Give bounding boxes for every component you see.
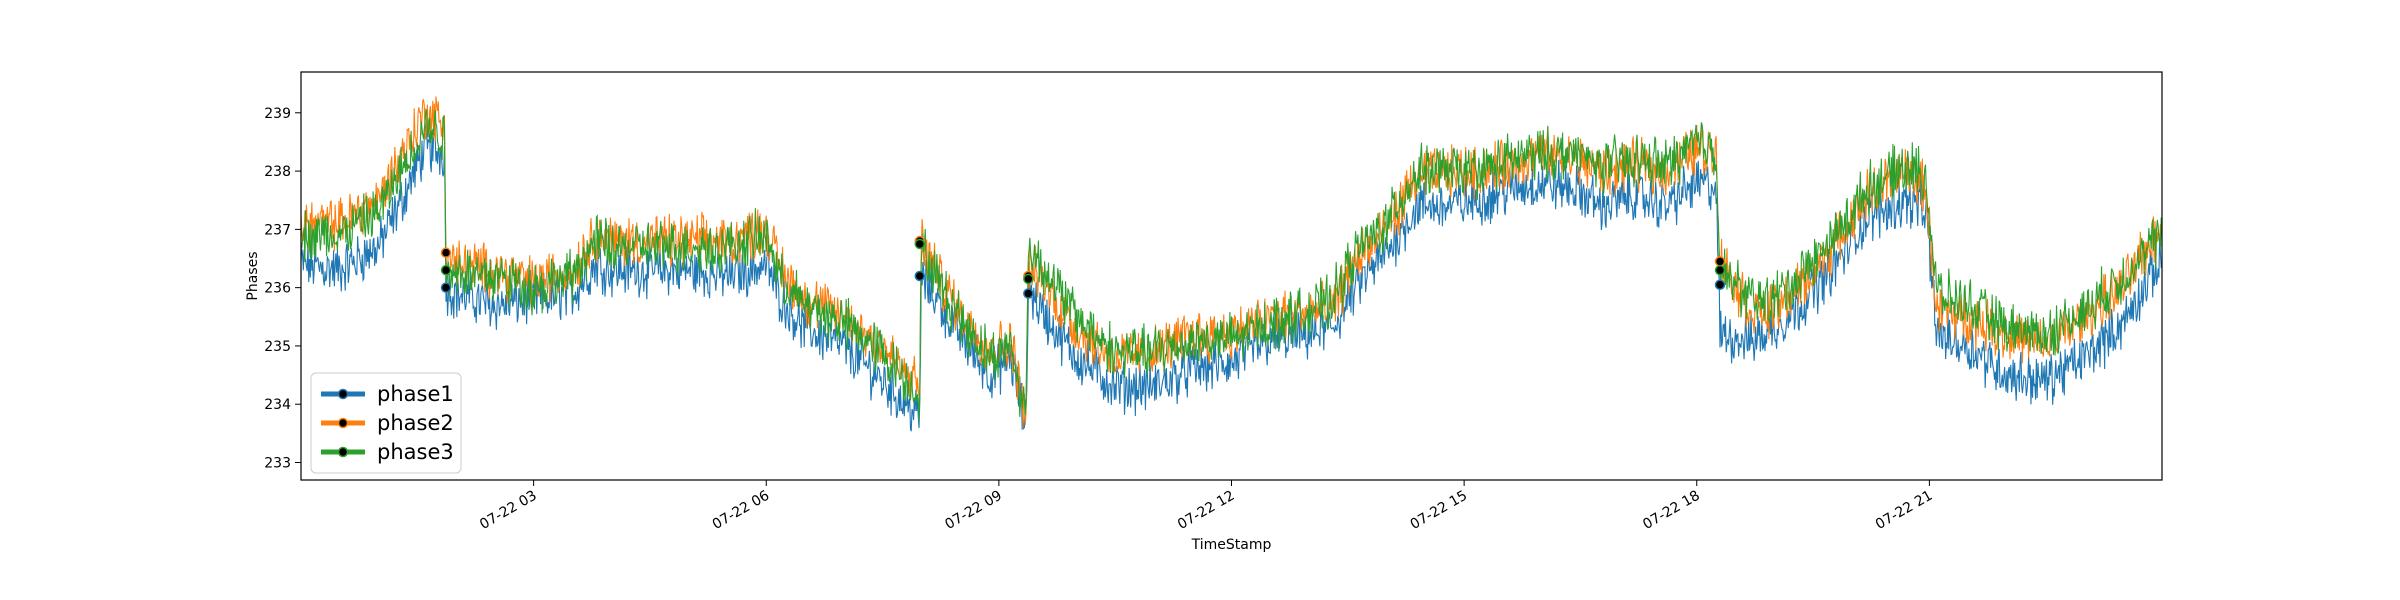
- marker-phase2-0: [440, 247, 452, 258]
- marker-phase2-3: [1714, 256, 1726, 267]
- marker-phase1-0: [440, 282, 452, 293]
- legend-marker-phase2: [337, 417, 349, 429]
- legend-label-phase2: phase2: [377, 411, 454, 435]
- marker-phase1-1: [914, 270, 926, 282]
- y-tick-label-237: 237: [264, 222, 291, 238]
- marker-phase1-2: [1023, 288, 1034, 299]
- x-tick-label-2: 07-22 09: [942, 488, 1005, 533]
- x-axis-label: TimeStamp: [1191, 537, 1272, 553]
- y-axis: 233 234 235 236 237 238 239: [264, 106, 301, 472]
- y-axis-label: Phases: [245, 251, 261, 300]
- x-tick-label-5: 07-22 18: [1640, 488, 1703, 533]
- x-tick-label-3: 07-22 12: [1175, 488, 1238, 533]
- legend-label-phase1: phase1: [377, 382, 454, 406]
- y-tick-label-234: 234: [264, 397, 291, 413]
- marker-phase3-3: [1714, 264, 1726, 276]
- legend-marker-phase1: [337, 388, 349, 400]
- x-tick-label-4: 07-22 15: [1408, 488, 1471, 533]
- y-tick-label-235: 235: [264, 339, 291, 355]
- legend: phase1 phase2 phase3: [310, 372, 462, 474]
- marker-phase3-2: [1023, 273, 1034, 285]
- x-tick-label-6: 07-22 21: [1873, 488, 1936, 533]
- series-line-phase2: [301, 96, 2162, 428]
- x-tick-label-0: 07-22 03: [477, 488, 540, 533]
- marker-phase3-0: [440, 264, 452, 276]
- series-layer: [301, 96, 2162, 432]
- marker-phase3-1: [914, 238, 926, 250]
- x-tick-label-1: 07-22 06: [710, 488, 773, 533]
- legend-box: [310, 372, 462, 474]
- legend-marker-phase3: [337, 446, 349, 458]
- y-tick-label-238: 238: [264, 164, 291, 180]
- y-tick-label-239: 239: [264, 106, 291, 122]
- y-tick-label-233: 233: [264, 456, 291, 472]
- y-tick-label-236: 236: [264, 281, 291, 297]
- marker-phase1-3: [1714, 279, 1726, 290]
- x-axis: 07-22 03 07-22 06 07-22 09 07-22 12 07-22 15…: [477, 480, 1935, 533]
- legend-label-phase3: phase3: [377, 440, 454, 464]
- series-line-phase3: [301, 107, 2162, 421]
